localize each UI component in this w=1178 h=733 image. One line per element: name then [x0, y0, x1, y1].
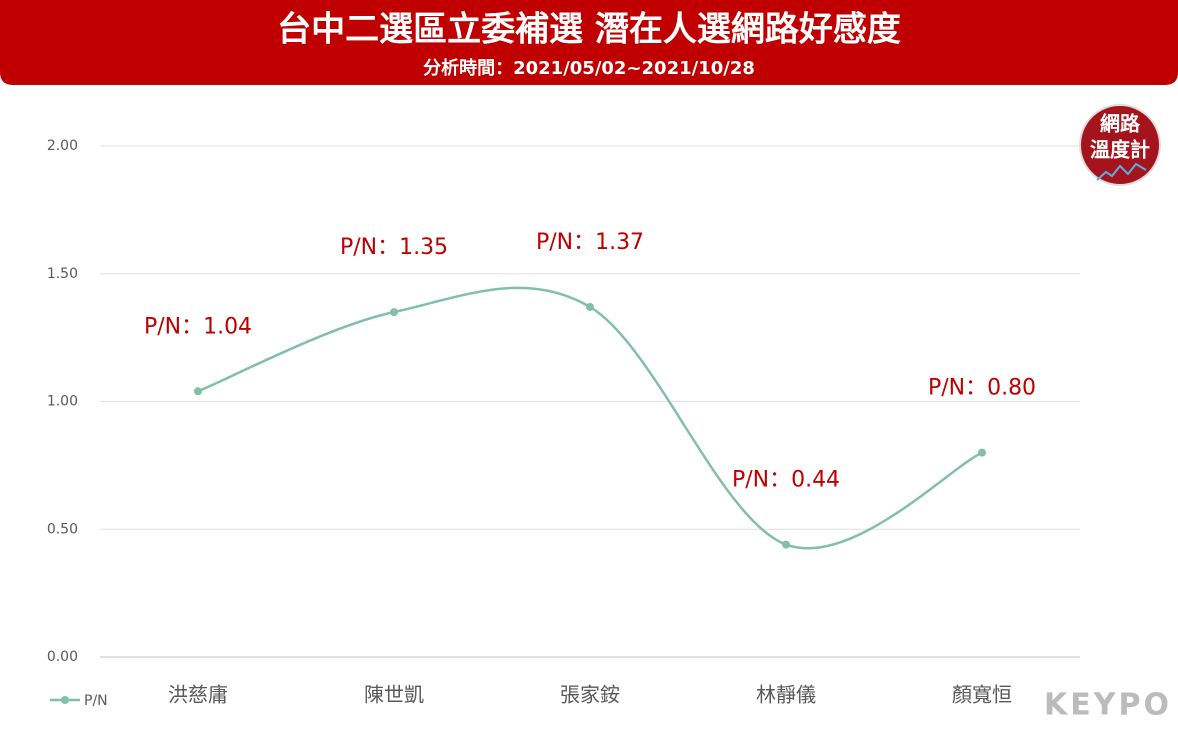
- data-label: P/N：1.37: [536, 230, 644, 255]
- badge-wave: [1096, 162, 1147, 181]
- x-tick-label: 顏寬恒: [952, 683, 1012, 707]
- y-tick-label: 1.50: [47, 266, 78, 282]
- badge-text: 網路: [1100, 112, 1141, 136]
- data-label: P/N：0.80: [928, 376, 1036, 401]
- data-point: [390, 308, 398, 317]
- watermark: KEYPO: [1044, 688, 1172, 723]
- y-tick-label: 1.00: [47, 394, 78, 410]
- data-label: P/N：0.44: [732, 468, 840, 493]
- x-tick-label: 洪慈庸: [168, 683, 228, 707]
- data-point: [586, 302, 594, 311]
- legend-label: P/N: [84, 693, 108, 709]
- data-label: P/N：1.35: [340, 235, 448, 260]
- data-label: P/N：1.04: [144, 314, 252, 339]
- chart-title: 台中二選區立委補選 潛在人選網路好感度: [277, 10, 901, 50]
- chart-subtitle: 分析時間：2021/05/02~2021/10/28: [423, 57, 755, 79]
- data-point: [978, 448, 986, 457]
- series-line: [197, 286, 983, 550]
- y-tick-label: 0.00: [47, 649, 78, 665]
- x-tick-label: 張家銨: [560, 683, 620, 707]
- y-tick-label: 2.00: [47, 138, 78, 154]
- legend-marker: [61, 696, 69, 704]
- data-point: [194, 387, 202, 396]
- x-tick-label: 陳世凱: [364, 683, 424, 707]
- badge-circle: [1079, 104, 1161, 186]
- header-banner: [0, 0, 1178, 85]
- y-tick-label: 0.50: [47, 521, 78, 537]
- badge-text: 溫度計: [1090, 138, 1150, 162]
- data-point: [782, 540, 790, 549]
- x-tick-label: 林靜儀: [756, 683, 816, 707]
